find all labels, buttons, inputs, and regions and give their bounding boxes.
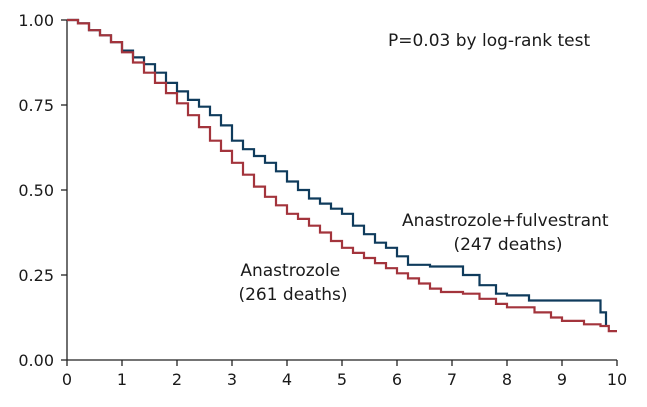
- x-tick-label: 6: [392, 370, 402, 389]
- x-tick-label: 2: [172, 370, 182, 389]
- series-line-anastrozole: [67, 18, 617, 333]
- y-tick-label: 0.25: [18, 266, 54, 285]
- x-tick-label: 4: [282, 370, 292, 389]
- p-value-annotation: P=0.03 by log-rank test: [388, 31, 590, 51]
- x-tick-label: 0: [62, 370, 72, 389]
- y-tick-label: 0.00: [18, 351, 54, 370]
- x-tick-label: 9: [557, 370, 567, 389]
- axes: 0 1 2 3 4 5 6 7 8 9 10 0.00 0.25 0.50 0.75 1.00: [18, 11, 627, 389]
- x-tick-label: 5: [337, 370, 347, 389]
- series-label-anastrozole-line1: Anastrozole: [240, 261, 340, 281]
- y-tick-label: 0.50: [18, 181, 54, 200]
- series-label-anastrozole: Anastrozole (261 deaths): [238, 261, 347, 305]
- series-label-combo-line1: Anastrozole+fulvestrant: [402, 211, 609, 231]
- x-tick-label: 8: [502, 370, 512, 389]
- series-label-combo: Anastrozole+fulvestrant (247 deaths): [402, 211, 614, 255]
- x-tick-label: 3: [227, 370, 237, 389]
- x-tick-label: 10: [607, 370, 627, 389]
- series-label-anastrozole-line2: (261 deaths): [238, 285, 347, 305]
- x-tick-label: 7: [447, 370, 457, 389]
- series-layer: [67, 18, 617, 333]
- x-tick-label: 1: [117, 370, 127, 389]
- y-tick-label: 1.00: [18, 11, 54, 30]
- series-line-anastrozole-fulvestrant: [67, 18, 608, 326]
- series-label-combo-line2: (247 deaths): [453, 235, 562, 255]
- y-tick-label: 0.75: [18, 96, 54, 115]
